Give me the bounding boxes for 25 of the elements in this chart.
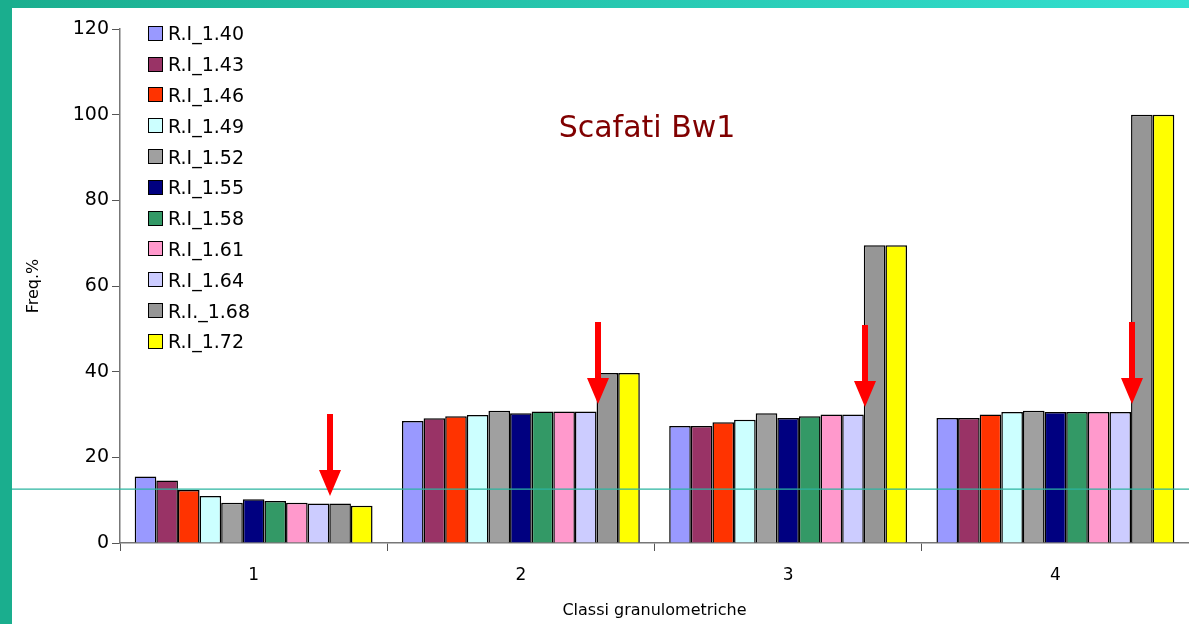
legend-label: R.I_1.43	[168, 53, 244, 76]
x-tick-label: 1	[248, 563, 260, 584]
y-tick-label: 60	[84, 272, 109, 295]
legend-label: R.I._1.68	[168, 299, 251, 322]
y-tick-label: 100	[72, 101, 109, 124]
x-tick-label: 3	[782, 563, 794, 584]
legend-label: R.I_1.61	[168, 237, 244, 260]
x-axis-title: Classi granulometriche	[562, 599, 747, 619]
y-tick-label: 80	[84, 187, 109, 210]
x-tick-label: 4	[1049, 563, 1061, 584]
x-tick-label: 2	[515, 563, 527, 584]
y-tick-label: 40	[84, 358, 109, 381]
legend-label: R.I_1.64	[168, 268, 244, 291]
legend-label: R.I_1.55	[168, 176, 244, 199]
y-tick-label: 20	[84, 444, 109, 467]
legend-label: R.I_1.49	[168, 114, 244, 137]
y-tick-label: 0	[96, 529, 109, 552]
legend-label: R.I_1.58	[168, 207, 244, 230]
text: Scafati Bw1	[558, 109, 736, 145]
legend-label: R.I_1.52	[168, 145, 244, 168]
legend-label: R.I_1.40	[168, 22, 244, 45]
y-axis-title: Freq.%	[22, 258, 42, 314]
y-tick-label: 120	[72, 15, 109, 38]
legend-label: R.I_1.46	[168, 83, 244, 106]
legend-label: R.I_1.72	[168, 330, 244, 353]
